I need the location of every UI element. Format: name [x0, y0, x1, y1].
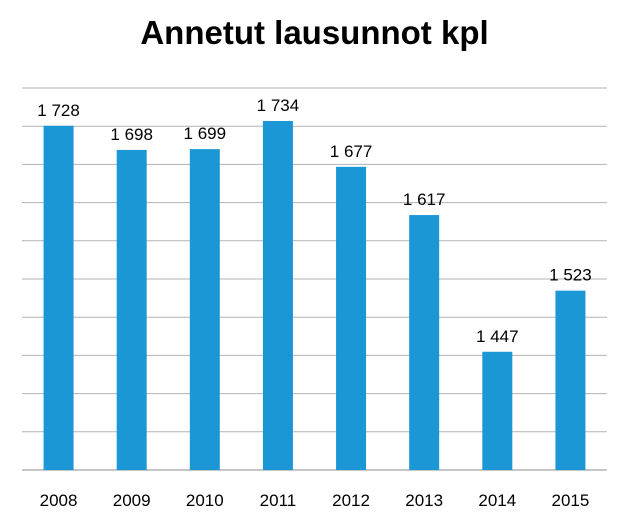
- data-label-2014: 1 447: [476, 327, 519, 346]
- x-tick-label-2009: 2009: [113, 491, 151, 510]
- bar-2011: [262, 120, 293, 471]
- x-tick-label-2008: 2008: [40, 491, 78, 510]
- x-tick-label-2010: 2010: [186, 491, 224, 510]
- bar-2015: [555, 290, 586, 470]
- data-label-2008: 1 728: [37, 101, 80, 120]
- x-tick-label-2015: 2015: [552, 491, 590, 510]
- data-label-2012: 1 677: [330, 142, 373, 161]
- bar-2014: [482, 351, 513, 470]
- bar-2012: [336, 166, 367, 471]
- data-label-2015: 1 523: [549, 266, 592, 285]
- bar-2013: [409, 215, 440, 470]
- bar-2008: [43, 125, 74, 470]
- chart-title: Annetut lausunnot kpl: [140, 14, 489, 51]
- bar-2010: [189, 149, 220, 470]
- data-label-2013: 1 617: [403, 190, 446, 209]
- x-tick-label-2012: 2012: [332, 491, 370, 510]
- x-tick-label-2013: 2013: [405, 491, 443, 510]
- x-tick-label-2011: 2011: [260, 491, 297, 510]
- data-label-2011: 1 734: [257, 96, 300, 115]
- x-tick-label-2014: 2014: [478, 491, 516, 510]
- bar-2009: [116, 149, 147, 471]
- data-label-2009: 1 698: [110, 125, 153, 144]
- data-label-2010: 1 699: [184, 124, 227, 143]
